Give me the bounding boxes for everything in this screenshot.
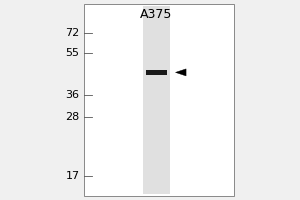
Text: 17: 17 bbox=[65, 171, 80, 181]
Text: 72: 72 bbox=[65, 28, 80, 38]
Bar bbox=[146, 70, 167, 75]
Bar bbox=[84, 4, 234, 196]
Text: A375: A375 bbox=[140, 8, 172, 21]
Text: 36: 36 bbox=[65, 90, 80, 100]
Bar bbox=[142, 6, 170, 194]
Bar bbox=[149, 6, 163, 194]
Text: 55: 55 bbox=[65, 48, 80, 58]
Text: 28: 28 bbox=[65, 112, 80, 122]
Polygon shape bbox=[176, 69, 186, 76]
